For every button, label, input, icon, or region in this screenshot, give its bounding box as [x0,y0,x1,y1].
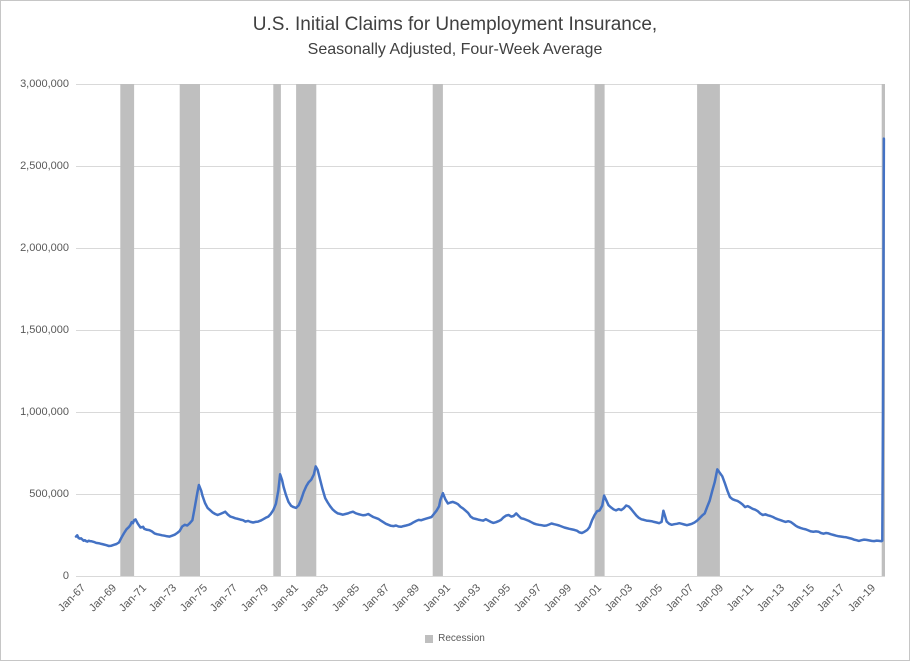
x-tick-label: Jan-79 [238,582,271,615]
y-tick-label: 2,500,000 [20,160,69,172]
y-tick-label: 1,000,000 [20,406,69,418]
x-tick-label: Jan-93 [450,582,484,615]
recession-band [273,84,281,576]
y-axis-labels: 0 500,000 1,000,000 1,500,000 2,000,000 2,500… [1,1,69,660]
x-tick-label: Jan-07 [663,582,696,615]
recession-band [697,84,720,576]
recession-band [594,84,605,576]
y-tick-label: 500,000 [29,488,69,500]
x-tick-label: Jan-05 [632,582,666,615]
chart-title: U.S. Initial Claims for Unemployment Ins… [252,14,658,35]
x-tick-label: Jan-91 [420,582,453,615]
x-tick-label: Jan-67 [56,582,89,615]
chart-subtitle: Seasonally Adjusted, Four-Week Average [307,41,603,58]
recession-band [432,84,443,576]
x-tick-label: Jan-69 [86,582,119,615]
x-tick-label: Jan-03 [602,582,635,615]
x-tick-label: Jan-11 [724,582,757,614]
x-tick-label: Jan-75 [177,582,210,615]
x-tick-label: Jan-15 [784,582,818,615]
x-tick-label: Jan-73 [147,582,180,615]
y-tick-label: 3,000,000 [20,78,69,90]
recession-band [120,84,135,576]
x-tick-label: Jan-19 [845,582,878,615]
x-tick-label: Jan-81 [268,582,301,615]
y-tick-label: 2,000,000 [20,242,69,254]
recession-band [296,84,317,576]
legend-recession-label: Recession [438,633,485,644]
x-tick-label: Jan-99 [541,582,575,615]
x-tick-label: Jan-13 [754,582,787,615]
x-tick-label: Jan-71 [116,582,150,615]
x-tick-label: Jan-89 [390,582,423,615]
x-tick-label: Jan-87 [359,582,393,615]
x-tick-label: Jan-95 [481,582,514,615]
x-tick-label: Jan-17 [815,582,848,615]
y-tick-label: 0 [62,570,69,582]
claims-line [74,137,886,548]
x-tick-label: Jan-09 [693,582,726,615]
x-tick-label: Jan-77 [208,582,241,615]
y-tick-label: 1,500,000 [20,324,69,336]
x-tick-label: Jan-97 [511,582,544,615]
legend: Recession [1,633,909,644]
x-tick-label: Jan-01 [572,582,605,615]
x-tick-label: Jan-83 [299,582,332,615]
recession-band [179,84,200,576]
recession-swatch-icon [425,634,434,643]
x-tick-label: Jan-85 [329,582,362,615]
